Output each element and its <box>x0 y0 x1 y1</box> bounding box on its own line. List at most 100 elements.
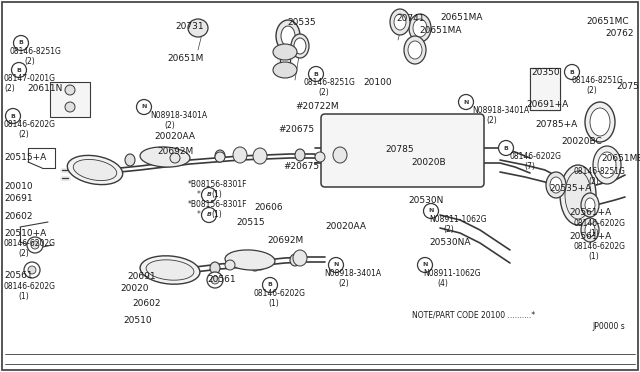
Text: 20651MA: 20651MA <box>419 26 461 35</box>
Text: 20535: 20535 <box>287 18 316 27</box>
Text: 20692M: 20692M <box>267 236 303 245</box>
Ellipse shape <box>413 19 427 37</box>
Ellipse shape <box>333 147 347 163</box>
Ellipse shape <box>409 14 431 42</box>
Text: 20651M: 20651M <box>167 54 204 63</box>
Text: 08146-8251G: 08146-8251G <box>574 167 626 176</box>
Ellipse shape <box>253 254 267 270</box>
Circle shape <box>12 62 26 77</box>
Text: (2): (2) <box>338 279 349 288</box>
Text: B: B <box>570 70 575 74</box>
Text: 20741: 20741 <box>396 14 424 23</box>
Text: 20785+A: 20785+A <box>535 120 577 129</box>
Text: 20510: 20510 <box>123 316 152 325</box>
Circle shape <box>6 109 20 124</box>
Text: 08147-0201G: 08147-0201G <box>4 74 56 83</box>
Ellipse shape <box>290 254 300 266</box>
Text: 20010: 20010 <box>4 182 33 191</box>
Text: 20751: 20751 <box>616 82 640 91</box>
Text: *B08156-8301F: *B08156-8301F <box>188 200 248 209</box>
Text: B: B <box>207 192 211 198</box>
Ellipse shape <box>67 155 123 185</box>
Text: B: B <box>19 41 24 45</box>
Text: 20020: 20020 <box>120 284 148 293</box>
Text: 20561: 20561 <box>4 271 33 280</box>
Ellipse shape <box>73 160 116 180</box>
Ellipse shape <box>211 276 219 284</box>
Text: (2): (2) <box>18 249 29 258</box>
Ellipse shape <box>593 146 621 184</box>
Text: (2): (2) <box>24 57 35 66</box>
Ellipse shape <box>273 44 297 60</box>
Text: 08146-6202G: 08146-6202G <box>574 242 626 251</box>
Text: JP0000 s: JP0000 s <box>592 322 625 331</box>
Text: 08146-6202G: 08146-6202G <box>4 120 56 129</box>
Ellipse shape <box>255 149 265 161</box>
Ellipse shape <box>390 9 410 35</box>
Text: 20515: 20515 <box>236 218 264 227</box>
Text: (1): (1) <box>211 190 221 199</box>
Text: N: N <box>463 99 468 105</box>
Text: 20515+A: 20515+A <box>4 153 46 162</box>
Text: B: B <box>11 113 15 119</box>
Ellipse shape <box>598 152 616 178</box>
Text: 08146-8251G: 08146-8251G <box>304 78 356 87</box>
Circle shape <box>13 35 29 51</box>
Text: 20691: 20691 <box>127 272 156 281</box>
Circle shape <box>202 187 216 202</box>
Text: 20561: 20561 <box>207 275 236 284</box>
Text: 08146-6202G: 08146-6202G <box>4 239 56 248</box>
Circle shape <box>417 257 433 273</box>
Ellipse shape <box>65 85 75 95</box>
Text: 20692M: 20692M <box>157 147 193 156</box>
Circle shape <box>328 257 344 273</box>
Text: 20020B: 20020B <box>411 158 445 167</box>
Text: (2): (2) <box>586 86 596 95</box>
Text: 20530NA: 20530NA <box>429 238 470 247</box>
Text: 20535+A: 20535+A <box>549 184 591 193</box>
Circle shape <box>424 203 438 218</box>
Text: 20020AA: 20020AA <box>154 132 195 141</box>
Ellipse shape <box>250 259 260 271</box>
Text: 20602: 20602 <box>132 299 161 308</box>
Text: (1): (1) <box>18 292 29 301</box>
Ellipse shape <box>273 62 297 78</box>
Text: (2): (2) <box>164 121 175 130</box>
Text: (1): (1) <box>268 299 279 308</box>
Text: 20510+A: 20510+A <box>4 229 46 238</box>
Text: #20722M: #20722M <box>295 102 339 111</box>
Circle shape <box>458 94 474 109</box>
Ellipse shape <box>140 147 190 167</box>
Text: 20606: 20606 <box>254 203 283 212</box>
Text: (4): (4) <box>437 279 448 288</box>
Text: (1): (1) <box>211 210 221 219</box>
Text: *B08156-8301F: *B08156-8301F <box>188 180 248 189</box>
Ellipse shape <box>276 20 300 52</box>
Ellipse shape <box>585 223 595 237</box>
Text: 20691: 20691 <box>4 194 33 203</box>
Circle shape <box>225 260 235 270</box>
Ellipse shape <box>31 241 39 249</box>
Text: *: * <box>197 211 201 219</box>
Circle shape <box>136 99 152 115</box>
Ellipse shape <box>585 102 615 142</box>
Ellipse shape <box>546 172 566 198</box>
Ellipse shape <box>170 151 180 163</box>
Text: (7): (7) <box>524 162 535 171</box>
Text: (2): (2) <box>4 84 15 93</box>
Circle shape <box>262 278 278 292</box>
Text: (2): (2) <box>318 88 329 97</box>
Text: 20611N: 20611N <box>27 84 62 93</box>
Ellipse shape <box>294 38 306 54</box>
Text: 20731: 20731 <box>175 22 204 31</box>
Text: 20561+A: 20561+A <box>569 232 611 241</box>
Ellipse shape <box>585 198 595 212</box>
Text: 08146-8251G: 08146-8251G <box>572 76 624 85</box>
Text: N08918-3401A: N08918-3401A <box>150 111 207 120</box>
Circle shape <box>315 152 325 162</box>
Ellipse shape <box>65 102 75 112</box>
Text: (2): (2) <box>486 116 497 125</box>
Circle shape <box>564 64 579 80</box>
Text: B: B <box>268 282 273 288</box>
Ellipse shape <box>188 19 208 37</box>
